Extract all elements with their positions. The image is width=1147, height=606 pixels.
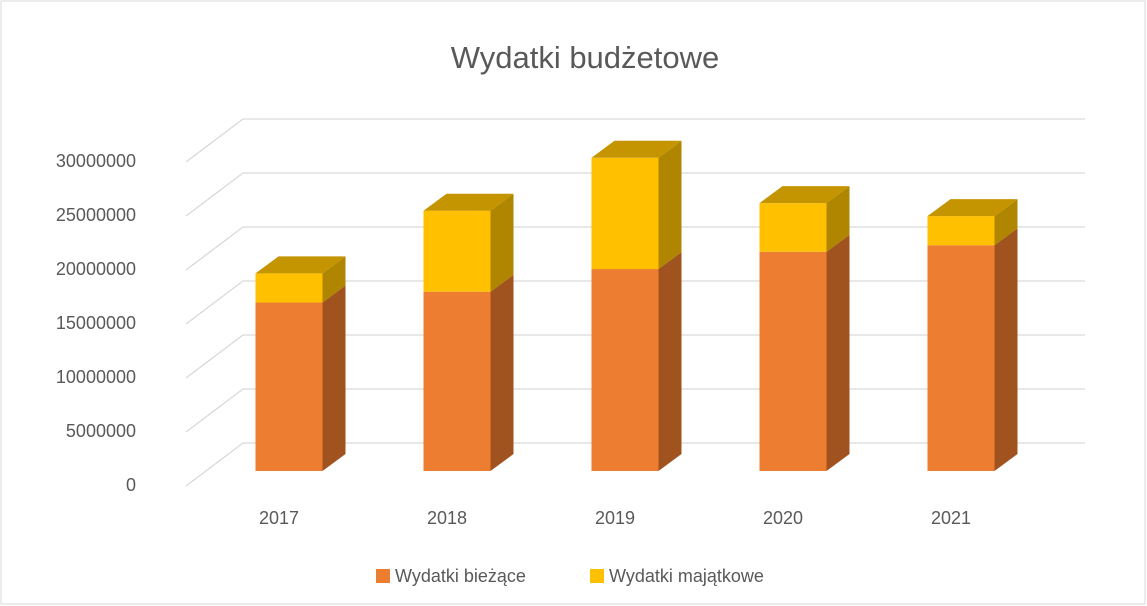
legend-swatch bbox=[590, 569, 604, 583]
legend-label: Wydatki bieżące bbox=[395, 566, 526, 586]
bar-side bbox=[826, 234, 850, 471]
grid-line bbox=[185, 118, 1085, 163]
x-tick-label: 2019 bbox=[595, 508, 635, 528]
bar-side bbox=[490, 274, 514, 471]
x-tick-label: 2017 bbox=[259, 508, 299, 528]
bar-top bbox=[423, 193, 514, 211]
y-tick-label: 5000000 bbox=[66, 421, 136, 441]
bar-side bbox=[490, 193, 514, 292]
bar-side bbox=[994, 228, 1018, 471]
bar bbox=[759, 251, 827, 471]
bar-side bbox=[322, 285, 346, 471]
bar bbox=[927, 245, 995, 471]
bar-side bbox=[826, 186, 850, 252]
y-tick-label: 20000000 bbox=[56, 259, 136, 279]
bar-side bbox=[658, 252, 682, 471]
y-tick-label: 0 bbox=[126, 475, 136, 495]
bar-top bbox=[255, 256, 346, 274]
bar bbox=[423, 291, 491, 471]
bar-top bbox=[759, 186, 850, 204]
bar bbox=[927, 216, 995, 246]
bar bbox=[591, 269, 659, 471]
bar-top bbox=[927, 199, 1018, 217]
bar bbox=[423, 210, 491, 292]
bar-side bbox=[994, 199, 1018, 246]
x-tick-label: 2018 bbox=[427, 508, 467, 528]
y-tick-label: 15000000 bbox=[56, 313, 136, 333]
bar-top bbox=[591, 140, 682, 158]
bar-side bbox=[322, 256, 346, 303]
y-tick-label: 10000000 bbox=[56, 367, 136, 387]
bar bbox=[759, 203, 827, 252]
chart-title: Wydatki budżetowe bbox=[451, 40, 720, 75]
bar bbox=[591, 157, 659, 270]
bar bbox=[255, 302, 323, 471]
legend-swatch bbox=[376, 569, 390, 583]
x-tick-label: 2020 bbox=[763, 508, 803, 528]
grid-line bbox=[185, 172, 1085, 217]
y-tick-label: 30000000 bbox=[56, 151, 136, 171]
bar bbox=[255, 273, 323, 303]
legend-label: Wydatki majątkowe bbox=[609, 566, 764, 586]
bar-side bbox=[658, 140, 682, 270]
x-tick-label: 2021 bbox=[931, 508, 971, 528]
y-tick-label: 25000000 bbox=[56, 205, 136, 225]
